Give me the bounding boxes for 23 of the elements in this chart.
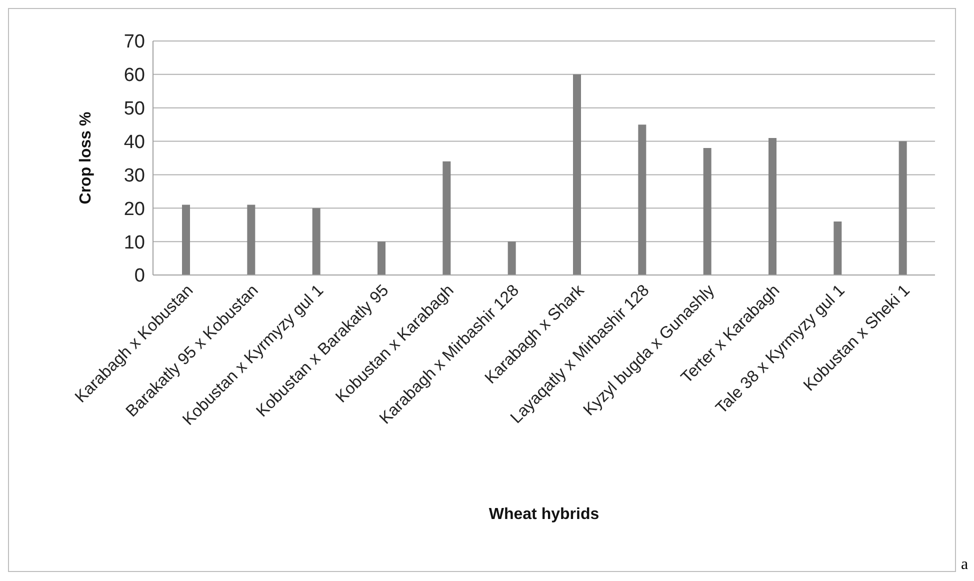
y-tick-label: 20 — [124, 198, 145, 220]
bar — [247, 204, 256, 275]
y-tick-label: 30 — [124, 165, 145, 186]
x-axis-title: Wheat hybrids — [488, 506, 600, 523]
bar — [312, 208, 320, 275]
bar — [834, 222, 842, 275]
y-tick-label: 50 — [124, 98, 145, 120]
bar — [638, 124, 646, 275]
bar — [768, 138, 776, 275]
bar — [378, 242, 386, 275]
text: a — [961, 556, 968, 574]
bar — [898, 141, 907, 275]
y-tick-label: 70 — [124, 32, 145, 53]
bar — [182, 204, 190, 275]
y-tick-label: 10 — [124, 232, 145, 254]
y-axis-title: Crop loss % — [78, 112, 95, 204]
y-tick-label: 40 — [124, 132, 145, 154]
bar — [508, 242, 516, 275]
y-tick-label: 0 — [134, 266, 145, 287]
y-tick-label: 60 — [124, 65, 145, 86]
bar — [703, 148, 712, 275]
bar — [573, 74, 581, 275]
bar — [442, 161, 451, 275]
